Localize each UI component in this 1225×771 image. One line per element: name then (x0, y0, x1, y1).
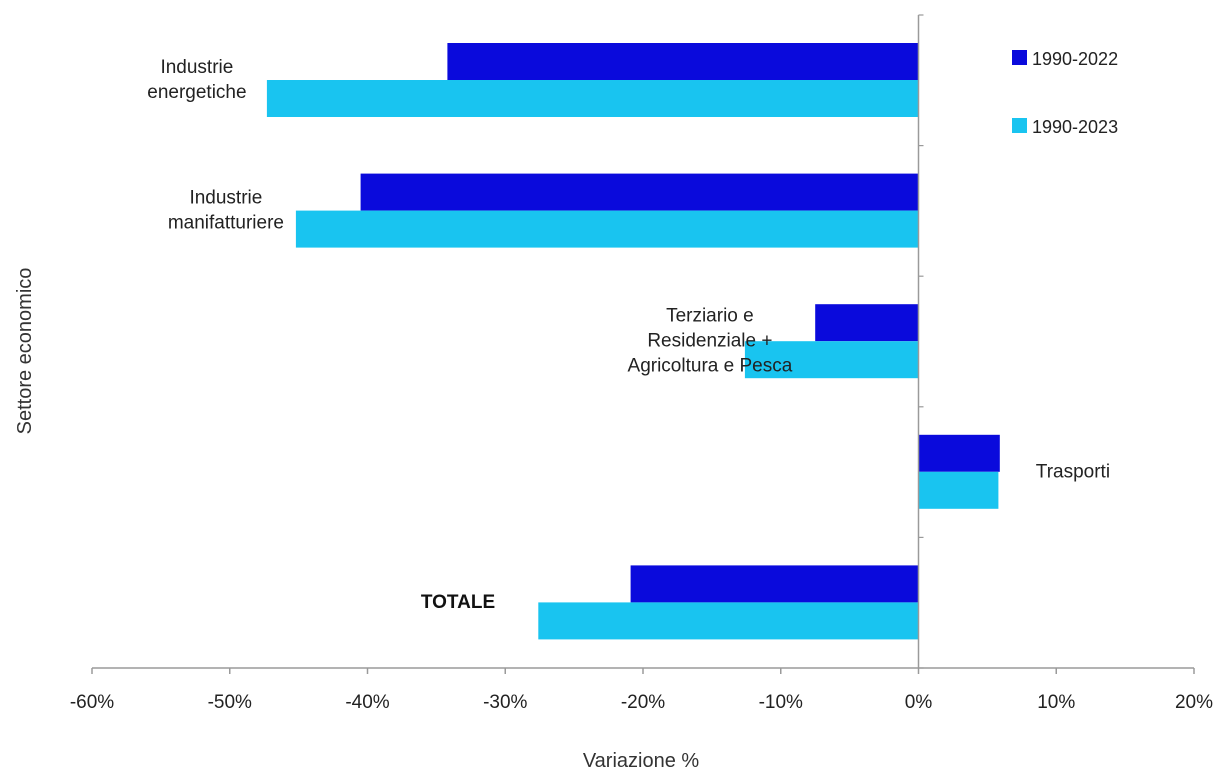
category-label: TOTALE (421, 592, 495, 613)
bar-1990-2023-terziario-e-residenziale-agricoltura-e-pesca (744, 341, 919, 379)
category-label-line: TOTALE (421, 592, 495, 613)
category-label-line: energetiche (147, 82, 246, 103)
legend-label-1990-2022: 1990-2022 (1032, 49, 1118, 69)
x-tick-label: -60% (70, 692, 114, 713)
bar-1990-2022-totale (630, 565, 919, 603)
bar-1990-2022-industrie-energetiche (447, 43, 919, 80)
bar-1990-2022-trasporti (918, 434, 1000, 472)
x-tick-label: 0% (905, 692, 933, 713)
legend-label-1990-2023: 1990-2023 (1032, 117, 1118, 137)
x-tick-label: 20% (1175, 692, 1213, 713)
category-label: Industrie energetiche (147, 57, 246, 103)
x-tick-label: 10% (1037, 692, 1075, 713)
category-label-line: Residenziale + (647, 331, 772, 352)
bar-1990-2022-terziario-e-residenziale-agricoltura-e-pesca (815, 304, 919, 342)
category-label-line: Terziario e (666, 306, 754, 327)
x-axis-title: Variazione % (583, 750, 700, 771)
x-tick-label: -30% (483, 692, 527, 713)
category-labels: Industrie energetiche Industrie manifatturi… (147, 57, 1110, 613)
category-label-line: Agricoltura e Pesca (628, 356, 793, 377)
category-label-line: manifatturiere (168, 213, 284, 234)
legend-swatch-1990-2023 (1012, 118, 1027, 133)
category-label-line: Industrie (189, 188, 262, 209)
x-tick-label: -10% (759, 692, 803, 713)
x-tick-label: -50% (208, 692, 252, 713)
category-label: Industrie manifatturiere (168, 188, 284, 234)
bar-1990-2022-industrie-manifatturiere (360, 173, 919, 211)
x-tick-label: -40% (345, 692, 389, 713)
category-ticks (918, 14, 924, 669)
bars-layer (266, 43, 1000, 640)
x-tick-label: -20% (621, 692, 665, 713)
x-ticks: -60% -50% -40% -30% -20% -10% 0% 10% 20% (70, 668, 1213, 713)
y-axis-title: Settore economico (14, 268, 36, 435)
bar-1990-2023-industrie-energetiche (266, 80, 919, 117)
bar-1990-2023-trasporti (918, 471, 999, 509)
legend-swatch-1990-2022 (1012, 50, 1027, 65)
bar-1990-2023-industrie-manifatturiere (295, 210, 919, 248)
category-label: Trasporti (1036, 461, 1110, 482)
category-label-line: Industrie (160, 57, 233, 78)
bar-1990-2023-totale (538, 602, 919, 640)
category-label: Terziario e Residenziale + Agricoltura e P… (628, 306, 793, 377)
legend: 1990-2022 1990-2023 (1012, 49, 1118, 137)
category-label-line: Trasporti (1036, 461, 1110, 482)
